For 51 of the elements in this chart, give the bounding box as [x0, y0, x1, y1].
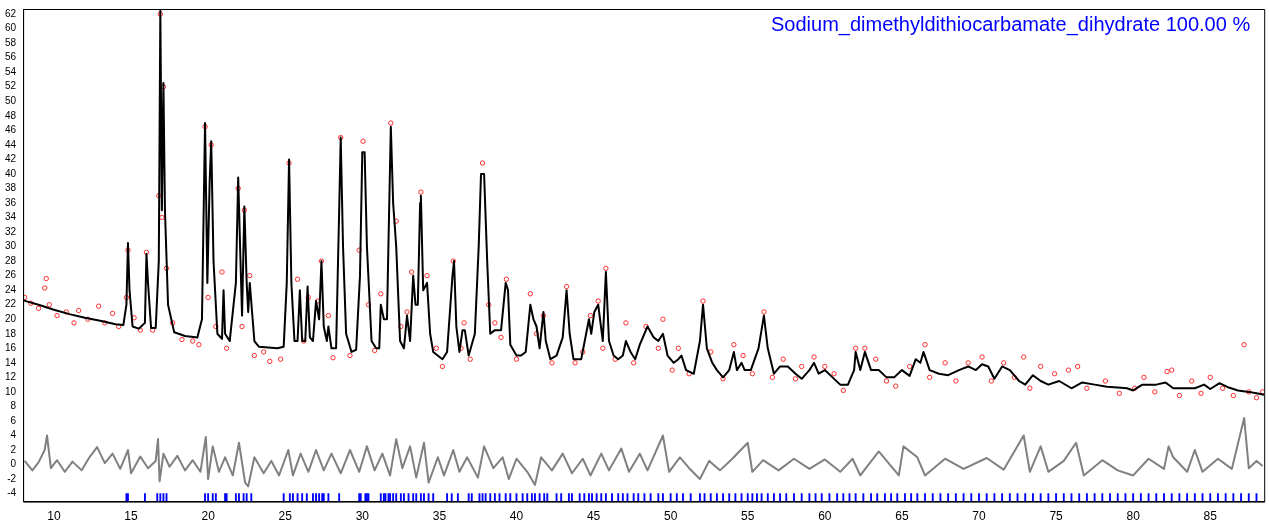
- y-tick-label: 50: [5, 95, 17, 107]
- x-tick-label: 45: [586, 509, 601, 524]
- y-tick-label: 14: [5, 356, 17, 368]
- y-tick-label: 20: [5, 312, 17, 324]
- y-tick-label: 18: [5, 327, 17, 339]
- x-tick-label: 80: [1126, 509, 1141, 524]
- y-tick-label: 12: [5, 371, 17, 383]
- y-tick-label: 38: [5, 182, 17, 194]
- x-tick-label: 75: [1049, 509, 1064, 524]
- x-tick-label: 55: [741, 509, 755, 524]
- y-tick-label: 26: [5, 269, 17, 281]
- y-tick-label: 36: [5, 196, 17, 208]
- text: Sodium_dimethyldithiocarbamate_dihydrate 100.00 %: [771, 12, 1251, 36]
- x-tick-label: 30: [355, 509, 370, 524]
- x-tick-label: 20: [201, 509, 216, 524]
- x-tick-label: 40: [509, 509, 524, 524]
- x-tick-label: 35: [432, 509, 447, 524]
- x-tick-label: 50: [663, 509, 678, 524]
- y-tick-label: 0: [10, 458, 17, 470]
- y-tick-label: 10: [5, 385, 17, 397]
- y-tick-label: 16: [5, 342, 17, 354]
- y-tick-label: 34: [5, 211, 17, 223]
- y-tick-label: 42: [5, 153, 17, 165]
- y-tick-label: 54: [5, 65, 17, 77]
- y-tick-label: -2: [7, 472, 17, 484]
- y-tick-label: 30: [5, 240, 17, 252]
- x-tick-label: 25: [278, 509, 293, 524]
- y-tick-label: 48: [5, 109, 17, 121]
- y-tick-label: 52: [5, 80, 17, 92]
- y-tick-label: 28: [5, 254, 17, 266]
- y-tick-label: 58: [5, 36, 17, 48]
- y-tick-label: 56: [5, 51, 17, 63]
- y-tick-label: 60: [5, 22, 17, 34]
- y-tick-label: 32: [5, 225, 17, 237]
- x-tick-label: 60: [818, 509, 832, 524]
- y-tick-label: 22: [5, 298, 17, 310]
- x-tick-label: 85: [1203, 509, 1218, 524]
- y-tick-label: 6: [10, 414, 17, 426]
- y-tick-label: -4: [7, 487, 17, 499]
- y-tick-label: 8: [10, 400, 17, 412]
- x-tick-label: 65: [895, 509, 909, 524]
- y-tick-label: 2: [10, 443, 17, 455]
- y-tick-label: 4: [10, 429, 17, 441]
- y-tick-label: 46: [5, 124, 17, 136]
- y-tick-label: 62: [5, 7, 17, 19]
- x-tick-label: 10: [47, 509, 61, 524]
- y-tick-label: 24: [5, 283, 17, 295]
- y-tick-label: 40: [5, 167, 17, 179]
- y-tick-label: 44: [5, 138, 17, 150]
- x-tick-label: 70: [972, 509, 986, 524]
- x-tick-label: 15: [124, 509, 139, 524]
